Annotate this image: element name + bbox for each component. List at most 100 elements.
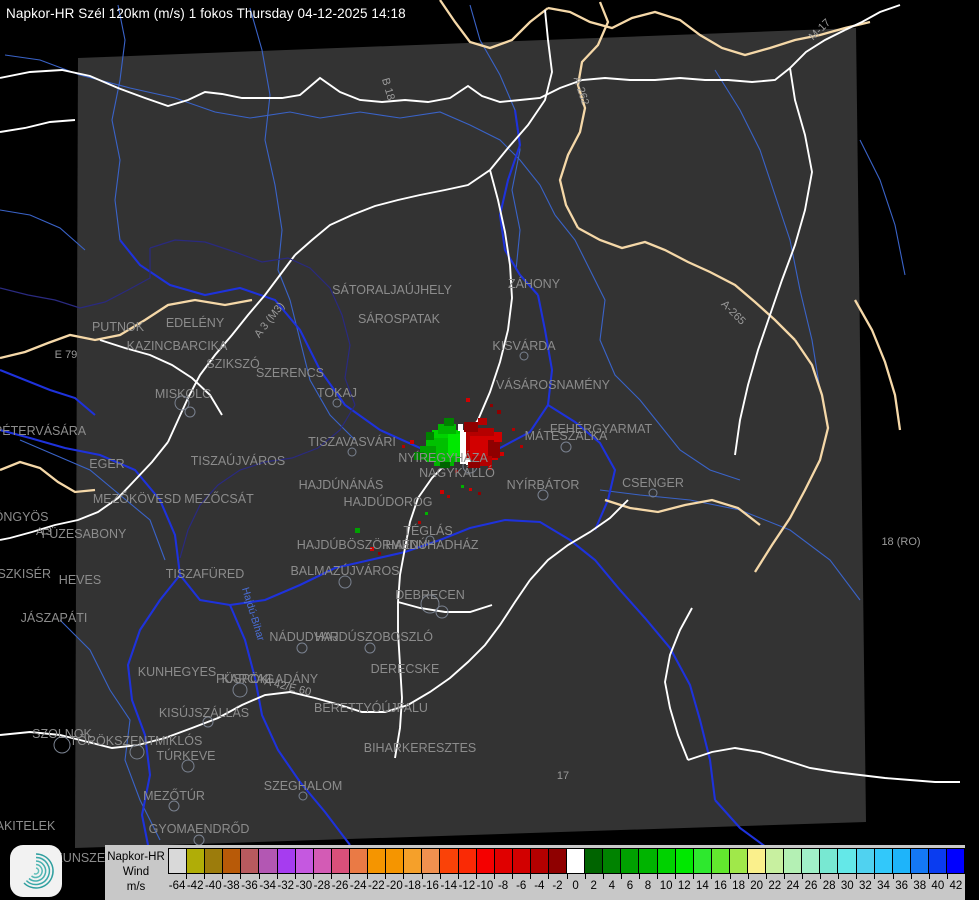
map-label: HEVES [59,573,101,587]
colorbar-tick-mark [657,874,659,879]
colorbar-tick: 18 [732,880,745,892]
colorbar-tick-mark [548,874,550,879]
colorbar-tick: 42 [949,880,963,892]
colorbar-tick: 36 [895,880,908,892]
colorbar-swatch [675,849,694,873]
colorbar-tick-mark [801,874,803,879]
administrative-borders [0,239,356,559]
colorbar-tick-mark [439,874,441,879]
colorbar-tick: -34 [259,880,276,892]
colorbar-tick: -28 [313,880,331,892]
map-label: E 79 [55,349,78,361]
map-label: HAJDÚBÖSZÖRMÉNY [297,537,428,552]
colorbar-tick-mark [331,874,333,879]
colorbar-swatch [169,849,188,873]
map-label: MISKOLC [155,387,211,401]
colorbar-swatch [548,849,568,873]
colorbar-tick-mark [349,874,351,879]
colorbar-tick: -38 [223,880,240,892]
colorbar-swatch [313,849,332,873]
colorbar-tick: -12 [458,880,476,892]
colorbar-swatch [494,849,513,873]
map-label: TISZAVASVÁRI [308,434,396,449]
map-label: SZIKSZÓ [206,356,260,371]
colorbar-tick-mark [294,874,296,879]
colorbar-swatch [802,849,821,873]
echo-red-outbound [464,418,502,468]
map-label: MÁTÉSZALKA [525,428,608,443]
map-label: PÜSPÖKLADÁNY [216,671,319,686]
colorbar-tick-labels: -64 -42 -40 -38 -36 -34 -32 -30 -28 -26 -24 -22 -20-… [168,874,965,896]
colorbar-swatch [874,849,893,873]
map-label: BIHARKERESZTES [364,741,477,755]
map-label: ZÁHONY [508,276,561,291]
colorbar-tick-mark [729,874,731,879]
echo-green-inbound [414,418,462,468]
map-label: Hajdú-Bihar [239,586,267,643]
map-label: BALMAZÚJVÁROS [290,563,399,578]
map-label: KAZINCBARCIKA [127,339,228,353]
colorbar-tick-mark [494,874,496,879]
colorbar-tick-mark [638,874,640,879]
colorbar-tick: -24 [349,880,367,892]
colorbar-tick: 22 [768,880,782,892]
colorbar-tick-mark [186,874,188,879]
map-label: NAGYKÁLLÓ [419,465,495,480]
colorbar-tick-mark [892,874,894,879]
river-network-major [0,109,801,869]
map-label: TÚRKEVE [156,748,215,763]
colorbar-tick-mark [222,874,224,879]
map-label: A 3 [36,526,52,538]
colorbar-tick: -18 [404,880,421,892]
colorbar-tick-mark [584,874,586,879]
colorbar[interactable] [168,848,965,874]
colorbar-tick-mark [838,874,840,879]
colorbar-tick-mark [385,874,387,879]
colorbar-tick: 28 [822,880,836,892]
colorbar-swatch [476,849,495,873]
map-label: SÁTORALJAÚJHELY [332,282,452,297]
legend-line-2: Wind [122,865,150,878]
map-label: A 3 (M3) [252,300,287,340]
colorbar-tick: 26 [804,880,818,892]
colorbar-tick: -10 [476,880,494,892]
map-label: HAJDÚHADHÁZ [385,537,478,552]
colorbar-tick: -14 [440,880,458,892]
colorbar-tick: 2 [590,880,597,892]
colorbar-swatch [368,849,387,873]
colorbar-swatch [910,849,929,873]
colorbar-tick: 0 [572,880,579,892]
map-label: NÁDUDVAR [269,629,338,644]
legend-caption: Napkor-HR Wind m/s [105,845,167,900]
colorbar-tick-mark [747,874,749,879]
colorbar-tick: -8 [497,880,509,892]
legend-line-3: m/s [126,881,146,894]
colorbar-swatch [784,849,803,873]
map-label: MEZŐKÖVESD [93,491,181,506]
colorbar-wrapper: -64 -42 -40 -38 -36 -34 -32 -30 -28 -26 -24 -22 -20-… [167,845,965,900]
colorbar-tick: -42 [186,880,204,892]
colorbar-swatch [187,849,206,873]
colorbar-tick: 38 [913,880,927,892]
map-label: LAKITELEK [0,819,56,833]
colorbar-tick: -32 [277,880,295,892]
cyclone-spiral-logo [10,845,62,897]
map-label: GYÖNGYÖS [0,510,48,524]
colorbar-tick: -6 [516,880,527,892]
colorbar-tick: 34 [877,880,890,892]
colorbar-swatch [530,849,549,873]
colorbar-swatch [838,849,857,873]
colorbar-swatch [711,849,730,873]
colorbar-tick: 14 [695,880,709,892]
colorbar-swatch [820,849,839,873]
colorbar-tick: 8 [644,880,652,892]
colorbar-swatch [892,849,911,873]
colorbar-swatch [404,849,423,873]
colorbar-tick: -26 [331,880,349,892]
colorbar-tick: 10 [659,880,673,892]
echo-scattered-pixels [355,398,523,555]
map-label: DEBRECEN [395,588,464,602]
map-label: KARCAG [222,672,275,686]
map-label: FÜZESABONY [42,527,127,541]
